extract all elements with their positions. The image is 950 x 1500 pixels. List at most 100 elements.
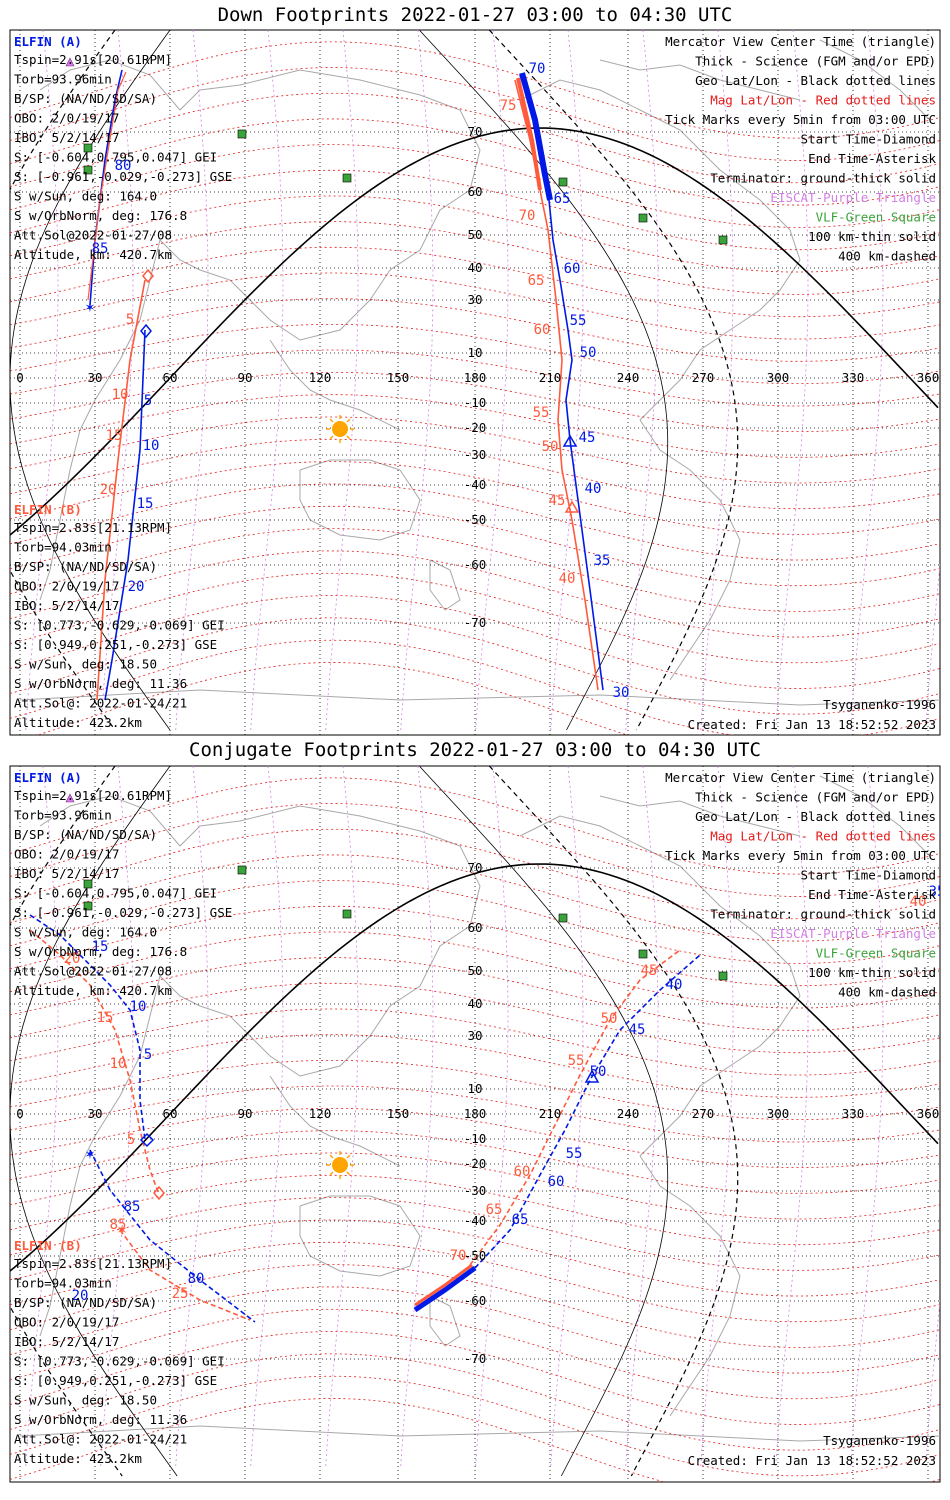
mag-meridian [550, 30, 584, 731]
map-content: ✶706560555045403530858051015207570656055… [10, 30, 940, 735]
legend-line: Thick - Science (FGM and/or EPD) [695, 54, 936, 69]
elfin-a-tick-label: 85 [124, 1199, 141, 1215]
mag-parallel [10, 272, 940, 340]
latitude-tick-label: 50 [467, 227, 482, 242]
elfin-b-tick-label: 70 [450, 1248, 467, 1264]
elfin-a-info-line: S w/Sun, deg: 164.0 [14, 925, 157, 940]
mag-parallel [10, 595, 940, 689]
elfin-b-info-line: Tspin=2.83s[21.13RPM] [14, 1256, 172, 1271]
coast-segment [299, 1195, 421, 1277]
mag-parallel [10, 394, 940, 458]
longitude-tick-label: 240 [617, 370, 640, 385]
mag-parallel [10, 982, 940, 1054]
elfin-a-name: ELFIN (A) [14, 34, 82, 49]
latitude-tick-label: 10 [467, 1081, 482, 1096]
elfin-a-tick-label: 65 [554, 191, 571, 207]
latitude-tick-label: -50 [464, 1248, 487, 1263]
elfin-b-info-line: OBO: 2/0/19/17 [14, 579, 119, 594]
elfin-a-tick-label: 20 [128, 579, 145, 595]
latitude-tick-label: -30 [464, 447, 487, 462]
mag-parallel [10, 1174, 940, 1246]
mag-meridian [775, 766, 809, 1467]
elfin-b-info-line: S w/Sun, deg: 18.50 [14, 657, 157, 672]
longitude-tick-label: 270 [692, 370, 715, 385]
elfin-b-tick-label: 45 [641, 963, 658, 979]
elfin-b-tick-label: 60 [534, 322, 551, 338]
terminator-400km [488, 30, 739, 731]
longitude-tick-label: 90 [237, 370, 252, 385]
elfin-a-tick-label: 5 [144, 1047, 152, 1063]
legend-line: End Time-Asterisk [808, 887, 936, 902]
elfin-a-info-line: Torb=93.96min [14, 808, 112, 823]
mag-meridian [25, 766, 59, 1467]
mag-parallel [10, 854, 940, 942]
vlf-station-marker [83, 165, 93, 175]
legend-line: VLF-Green Square [816, 210, 936, 225]
elfin-a-tick-label: 30 [613, 685, 630, 701]
mag-parallel [10, 438, 940, 510]
elfin-a-info-line: Att.Sol@2022-01-27/08 [14, 964, 172, 979]
elfin-b-info-line: IBO: 5/2/14/17 [14, 1334, 119, 1349]
mag-meridian [175, 30, 209, 731]
elfin-a-tick-label: 15 [92, 939, 109, 955]
elfin-a-info-line: S w/Sun, deg: 164.0 [14, 189, 157, 204]
coast-segment [39, 239, 161, 601]
sun-icon [326, 1151, 354, 1179]
legend-line: Terminator: ground-thick solid [710, 171, 936, 186]
elfin-b-info-line: Altitude: 423.2km [14, 715, 142, 730]
longitude-tick-label: 30 [87, 1106, 102, 1121]
longitude-tick-label: 120 [309, 370, 332, 385]
elfin-a-name: ELFIN (A) [14, 770, 82, 785]
terminator-400km-west [10, 30, 116, 731]
vlf-station-marker [83, 879, 93, 889]
legend-line: Thick - Science (FGM and/or EPD) [695, 790, 936, 805]
elfin-a-conj-west [29, 914, 146, 1141]
elfin-a-tick-label: 80 [115, 158, 132, 174]
legend-line: Tick Marks every 5min from 03:00 UTC [665, 848, 936, 863]
elfin-b-tick-label: 5 [127, 1132, 135, 1148]
elfin-b-track-west [96, 279, 146, 701]
elfin-b-end-asterisk: ✶ [117, 1220, 127, 1239]
coast-segment [519, 79, 801, 421]
mag-parallel [10, 1308, 940, 1400]
longitude-tick-label: 150 [387, 1106, 410, 1121]
legend-line: EISCAT-Purple Triangle [770, 190, 936, 205]
elfin-b-tick-label: 10 [110, 1056, 127, 1072]
elfin-b-tick-label: 20 [100, 482, 117, 498]
vlf-station-marker [558, 177, 568, 187]
elfin-b-conj-science [414, 1263, 473, 1307]
mag-meridian [475, 30, 509, 731]
elfin-b-tick-label: 10 [112, 387, 129, 403]
mag-parallel [10, 1130, 940, 1194]
mag-parallel [10, 803, 940, 897]
elfin-a-info-line: OBO: 2/0/19/17 [14, 847, 119, 862]
mag-meridian [175, 766, 209, 1467]
elfin-b-tick-label: 45 [549, 493, 566, 509]
elfin-a-info-line: OBO: 2/0/19/17 [14, 111, 119, 126]
longitude-tick-label: 30 [87, 370, 102, 385]
mag-parallel [10, 528, 940, 612]
mag-parallel [10, 461, 940, 535]
mag-meridian [400, 30, 434, 731]
latitude-tick-label: -20 [464, 1156, 487, 1171]
mag-meridian [700, 30, 734, 731]
elfin-b-tick-label: 40 [559, 571, 576, 587]
elfin-a-info-line: Att.Sol@2022-01-27/08 [14, 228, 172, 243]
coastlines [19, 775, 940, 1442]
latitude-tick-label: -20 [464, 420, 487, 435]
elfin-b-start-diamond [142, 268, 154, 284]
elfin-a-info-line: S: [-0.961,-0.029,-0.273] GSE [14, 169, 232, 184]
elfin-b-info-line: B/SP: (NA/ND/SD/SA) [14, 559, 157, 574]
latitude-tick-label: -10 [464, 1131, 487, 1146]
elfin-b-tick-label: 50 [542, 439, 559, 455]
elfin-b-tick-label: 85 [110, 1217, 127, 1233]
longitude-tick-label: 240 [617, 1106, 640, 1121]
eiscat-triangle [65, 793, 75, 803]
elfin-b-conj-east [469, 949, 681, 1266]
elfin-b-tick-label: 60 [514, 1164, 531, 1180]
latitude-tick-label: 50 [467, 963, 482, 978]
mag-meridian [625, 766, 659, 1467]
elfin-a-tick-label: 40 [666, 977, 683, 993]
mag-parallel [10, 1264, 940, 1348]
mag-parallel [10, 572, 940, 664]
